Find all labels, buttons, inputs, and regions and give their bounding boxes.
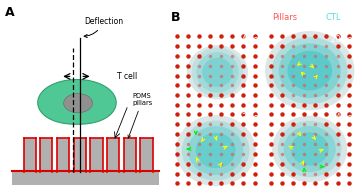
Ellipse shape	[202, 58, 233, 87]
Text: 335 s: 335 s	[237, 113, 258, 122]
Bar	[140, 138, 153, 172]
Text: PDMS
pillars: PDMS pillars	[128, 93, 153, 138]
Bar	[23, 138, 36, 172]
Ellipse shape	[188, 126, 244, 175]
Ellipse shape	[64, 94, 93, 113]
Text: Pillars: Pillars	[272, 13, 297, 22]
Bar	[40, 138, 53, 172]
Ellipse shape	[192, 48, 244, 97]
Bar	[57, 138, 69, 172]
Circle shape	[272, 116, 348, 182]
Ellipse shape	[196, 52, 239, 92]
Bar	[107, 138, 119, 172]
Bar	[12, 171, 159, 185]
Ellipse shape	[288, 51, 332, 91]
Text: CTL: CTL	[325, 13, 340, 22]
Polygon shape	[38, 79, 116, 124]
Circle shape	[265, 31, 354, 110]
Ellipse shape	[196, 133, 236, 168]
Ellipse shape	[278, 121, 342, 177]
Ellipse shape	[279, 43, 341, 98]
Ellipse shape	[291, 132, 329, 166]
Ellipse shape	[182, 121, 250, 180]
Text: T cell: T cell	[117, 72, 137, 81]
Bar	[124, 138, 136, 172]
Text: 440 s: 440 s	[331, 113, 352, 122]
Ellipse shape	[284, 126, 336, 172]
Text: Deflection: Deflection	[84, 16, 123, 38]
Circle shape	[176, 115, 256, 186]
Text: 140 s: 140 s	[237, 35, 258, 44]
Circle shape	[187, 45, 248, 99]
Text: A: A	[5, 6, 14, 19]
Text: B: B	[170, 11, 180, 24]
Bar	[73, 138, 86, 172]
Bar	[90, 138, 103, 172]
Ellipse shape	[272, 37, 348, 104]
Text: 200 s: 200 s	[332, 35, 352, 44]
